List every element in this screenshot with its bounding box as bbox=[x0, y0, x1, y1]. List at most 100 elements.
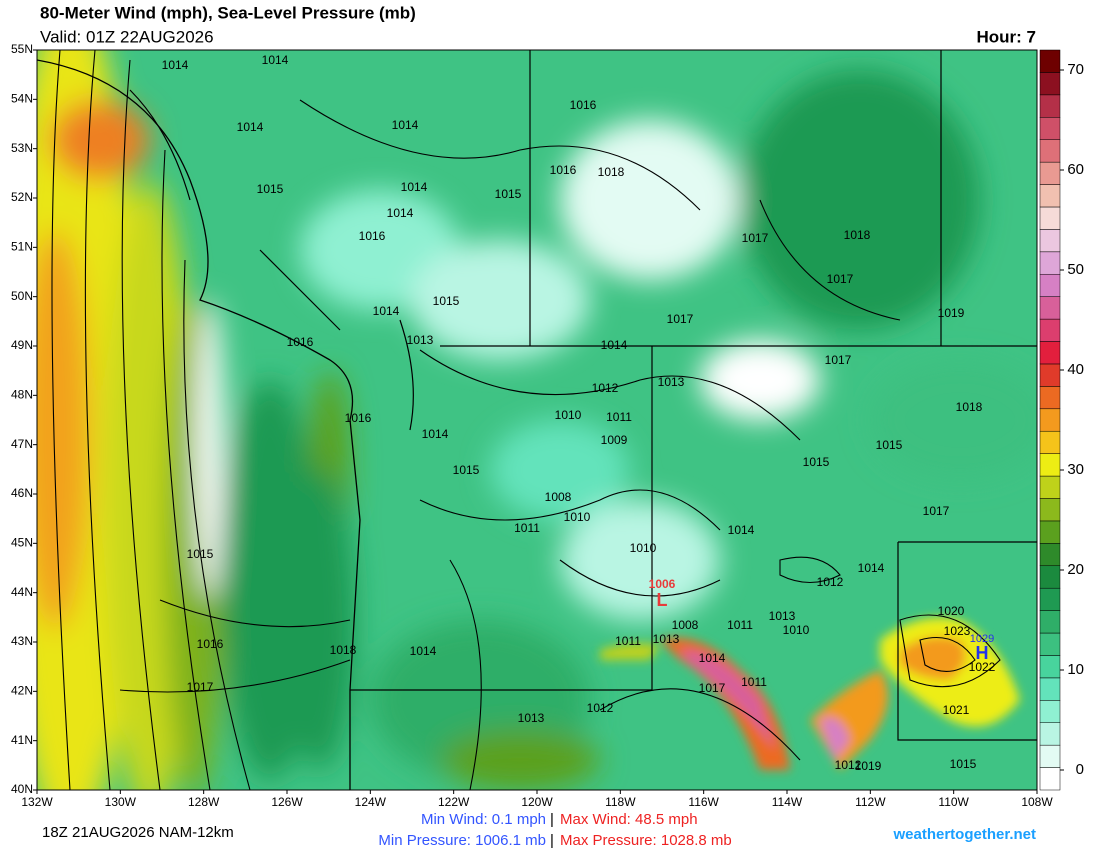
colorbar-swatch bbox=[1039, 139, 1061, 163]
isobar-label: 1017 bbox=[923, 504, 950, 518]
colorbar-swatch bbox=[1039, 229, 1061, 253]
colorbar-swatch bbox=[1039, 296, 1061, 320]
isobar-label: 1016 bbox=[345, 411, 372, 425]
lat-label: 55N bbox=[11, 42, 33, 56]
separator: | bbox=[550, 832, 554, 849]
colorbar-swatch bbox=[1039, 610, 1061, 634]
isobar-label: 1014 bbox=[262, 53, 289, 67]
isobar-label: 1014 bbox=[728, 523, 755, 537]
colorbar-swatch bbox=[1039, 453, 1061, 477]
colorbar-swatch bbox=[1039, 94, 1061, 118]
isobar-label: 1015 bbox=[876, 438, 903, 452]
max-pressure: Max Pressure: 1028.8 mb bbox=[560, 832, 732, 849]
colorbar-swatch bbox=[1039, 565, 1061, 589]
colorbar-swatch bbox=[1039, 386, 1061, 410]
isobar-label: 1015 bbox=[495, 187, 522, 201]
isobar-label: 1017 bbox=[827, 272, 854, 286]
lat-label: 50N bbox=[11, 289, 33, 303]
isobar-label: 1015 bbox=[453, 463, 480, 477]
colorbar-swatch bbox=[1039, 655, 1061, 679]
isobar-label: 1012 bbox=[817, 575, 844, 589]
colorbar-swatch bbox=[1039, 700, 1061, 723]
colorbar-tick-label: 0 bbox=[1076, 761, 1084, 778]
colorbar-swatch bbox=[1039, 206, 1061, 230]
colorbar-swatch bbox=[1039, 363, 1061, 387]
isobar-label: 1014 bbox=[373, 304, 400, 318]
colorbar-swatch bbox=[1039, 161, 1061, 185]
isobar-label: 1010 bbox=[564, 510, 591, 524]
isobar-label: 1016 bbox=[287, 335, 314, 349]
lat-label: 52N bbox=[11, 190, 33, 204]
isobar-label: 1014 bbox=[410, 644, 437, 658]
isobar-label: 1015 bbox=[803, 455, 830, 469]
lat-label: 42N bbox=[11, 684, 33, 698]
isobar-label: 1010 bbox=[630, 541, 657, 555]
lat-label: 46N bbox=[11, 486, 33, 500]
colorbar-swatch bbox=[1039, 184, 1061, 208]
colorbar-swatch bbox=[1039, 49, 1061, 73]
lon-label: 116W bbox=[688, 795, 719, 809]
lat-label: 54N bbox=[11, 92, 33, 106]
forecast-hour: Hour: 7 bbox=[977, 27, 1037, 46]
colorbar-tick-label: 10 bbox=[1067, 661, 1084, 678]
isobar-label: 1014 bbox=[422, 427, 449, 441]
low-pressure-value: 1006 bbox=[649, 577, 676, 591]
isobar-label: 1018 bbox=[956, 400, 983, 414]
isobar-label: 1020 bbox=[938, 604, 965, 618]
min-pressure: Min Pressure: 1006.1 mb bbox=[378, 832, 546, 849]
lon-label: 124W bbox=[355, 795, 387, 809]
lon-label: 110W bbox=[938, 795, 969, 809]
isobar-label: 1013 bbox=[518, 711, 545, 725]
lon-label: 118W bbox=[605, 795, 636, 809]
isobar-label: 1011 bbox=[727, 618, 753, 632]
separator: | bbox=[550, 811, 554, 828]
isobar-label: 1021 bbox=[943, 703, 970, 717]
isobar-label: 1013 bbox=[769, 609, 796, 623]
isobar-label: 1017 bbox=[742, 231, 769, 245]
lon-label: 120W bbox=[521, 795, 553, 809]
isobar-label: 1016 bbox=[359, 229, 386, 243]
colorbar-swatch bbox=[1039, 117, 1061, 140]
colorbar-swatch bbox=[1039, 677, 1061, 701]
model-run: 18Z 21AUG2026 NAM-12km bbox=[42, 824, 234, 841]
colorbar-swatch bbox=[1039, 408, 1061, 432]
lat-label: 48N bbox=[11, 388, 33, 402]
isobar-label: 1017 bbox=[699, 681, 726, 695]
lat-label: 47N bbox=[11, 437, 33, 451]
colorbar-swatch bbox=[1039, 475, 1061, 499]
lat-label: 41N bbox=[11, 733, 33, 747]
colorbar-swatch bbox=[1039, 744, 1061, 768]
lon-label: 108W bbox=[1021, 795, 1053, 809]
isobar-label: 1012 bbox=[587, 701, 614, 715]
isobar-label: 1016 bbox=[197, 637, 224, 651]
isobar-label: 1014 bbox=[387, 206, 414, 220]
colorbar-tick-label: 40 bbox=[1067, 361, 1084, 378]
colorbar-tick-label: 70 bbox=[1067, 61, 1084, 78]
isobar-label: 1017 bbox=[187, 680, 214, 694]
lat-label: 44N bbox=[11, 585, 33, 599]
isobar-label: 1014 bbox=[392, 118, 419, 132]
high-pressure-value: 1029 bbox=[970, 633, 994, 645]
colorbar-swatch bbox=[1039, 767, 1061, 791]
colorbar-swatch bbox=[1039, 543, 1061, 567]
isobar-label: 1014 bbox=[237, 120, 264, 134]
isobar-label: 1016 bbox=[550, 163, 577, 177]
isobar-label: 1008 bbox=[545, 490, 572, 504]
isobar-label: 1019 bbox=[938, 306, 965, 320]
colorbar-swatch bbox=[1039, 251, 1061, 275]
colorbar-tick-label: 20 bbox=[1067, 561, 1084, 578]
colorbar-swatch bbox=[1039, 587, 1061, 611]
max-wind: Max Wind: 48.5 mph bbox=[560, 811, 698, 828]
isobar-label: 1013 bbox=[653, 632, 680, 646]
title: 80-Meter Wind (mph), Sea-Level Pressure … bbox=[40, 3, 416, 22]
colorbar-swatch bbox=[1039, 722, 1061, 746]
isobar-label: 1014 bbox=[401, 180, 428, 194]
isobar-label: 1013 bbox=[407, 333, 434, 347]
isobar-label: 1022 bbox=[969, 660, 996, 674]
high-pressure-marker: H bbox=[976, 643, 989, 663]
colorbar-swatch bbox=[1039, 72, 1061, 96]
site-credit: weathertogether.net bbox=[892, 826, 1036, 843]
isobar-label: 1015 bbox=[257, 182, 284, 196]
lat-label: 43N bbox=[11, 634, 33, 648]
